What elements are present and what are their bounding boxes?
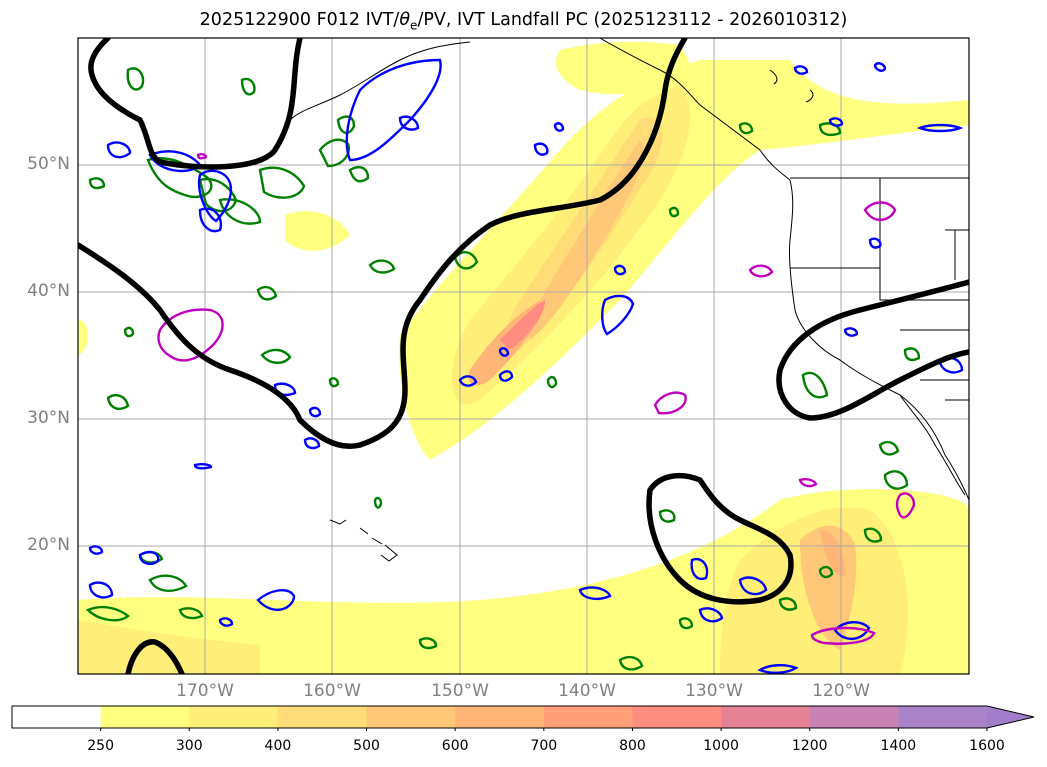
title-prefix: 2025122900 F012 IVT/ <box>199 10 400 30</box>
colorbar-segment <box>898 706 988 728</box>
lon-label-140w: 140°W <box>558 681 616 701</box>
colorbar-segment <box>277 706 368 728</box>
title-theta: θ <box>399 10 411 30</box>
lon-label-150w: 150°W <box>431 681 489 701</box>
colorbar-tick-label: 250 <box>87 738 114 754</box>
colorbar-segment <box>366 706 456 728</box>
lat-label-40n: 40°N <box>27 281 70 301</box>
colorbar-segment <box>455 706 545 728</box>
colorbar-tick-label: 700 <box>530 738 558 754</box>
colorbar-segment <box>809 706 899 728</box>
lat-label-50n: 50°N <box>27 154 70 174</box>
title-suffix: /PV, IVT Landfall PC (2025123112 - 20260… <box>417 10 848 30</box>
theta-e-contours <box>85 67 921 671</box>
colorbar-outline <box>11 705 1035 729</box>
map-title: 2025122900 F012 IVT/θe/PV, IVT Landfall … <box>0 10 1047 33</box>
pc-contours <box>78 38 969 674</box>
title-theta-subscript: e <box>410 18 418 33</box>
lon-label-170w: 170°W <box>176 681 234 701</box>
lat-label-20n: 20°N <box>27 535 70 555</box>
colorbar-extend-arrow <box>987 706 1034 728</box>
lat-label-30n: 30°N <box>27 408 70 428</box>
lon-label-160w: 160°W <box>303 681 361 701</box>
lon-label-120w: 120°W <box>812 681 870 701</box>
map-frame <box>77 37 970 675</box>
colorbar-tick-label: 1200 <box>791 738 828 754</box>
colorbar-segment <box>100 706 190 728</box>
coastlines <box>289 38 969 562</box>
colorbar-tick-label: 800 <box>619 738 646 754</box>
lon-label-130w: 130°W <box>685 681 743 701</box>
colorbar-tick-label: 1400 <box>880 738 917 754</box>
colorbar-segment <box>721 706 811 728</box>
colorbar-segment <box>632 706 722 728</box>
pv-magenta-contours <box>157 152 916 645</box>
colorbar-tick-label: 600 <box>441 738 469 754</box>
colorbar-tick-label: 300 <box>175 738 203 754</box>
colorbar-tick-label: 400 <box>264 738 292 754</box>
colorbar-segments <box>12 706 1034 728</box>
colorbar-segment <box>543 706 633 728</box>
colorbar <box>11 705 1035 731</box>
colorbar-tick-label: 1000 <box>703 738 739 754</box>
colorbar-tick-label: 500 <box>353 738 380 754</box>
colorbar-tick-label: 1600 <box>969 738 1005 754</box>
colorbar-tickmarks <box>100 728 988 731</box>
map-canvas <box>77 37 970 675</box>
colorbar-segment <box>189 706 279 728</box>
colorbar-segment <box>12 706 102 728</box>
